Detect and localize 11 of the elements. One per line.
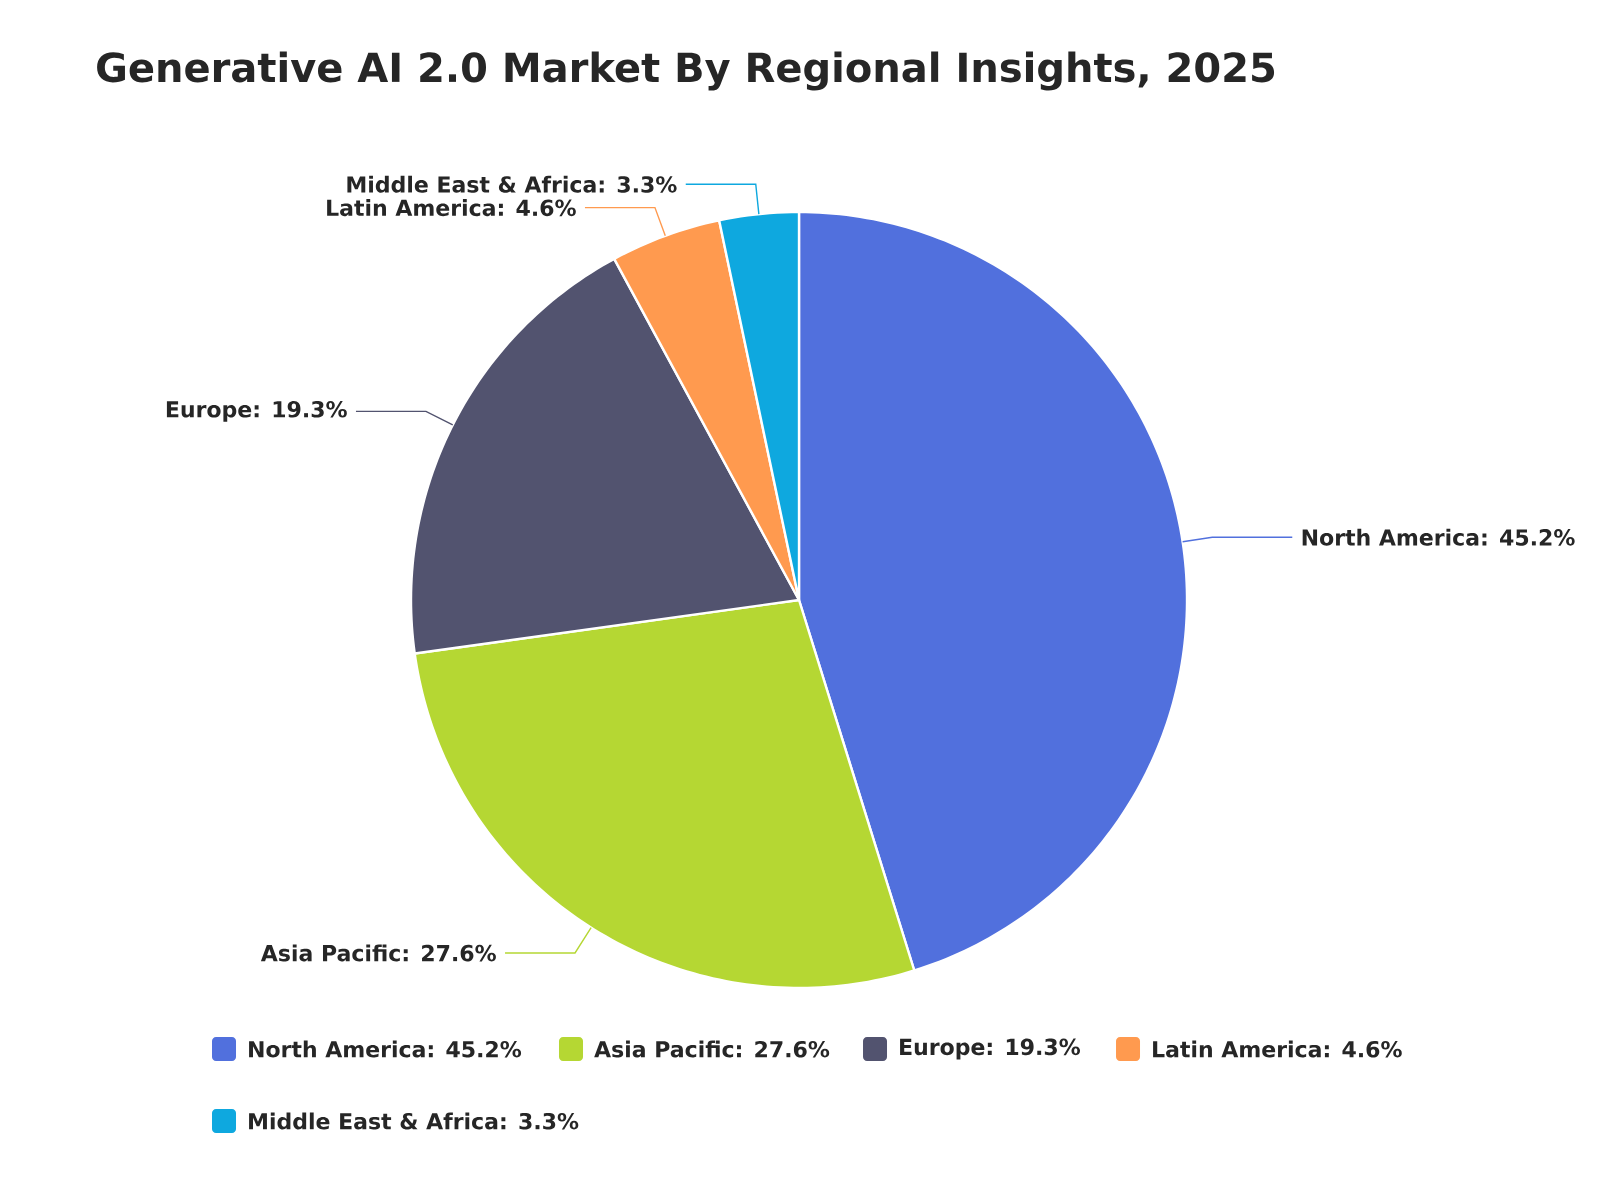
slice-label: Latin America: 4.6% [327,199,576,217]
chart-title: Generative AI 2.0 Market By Regional Insights, 2025 [97,51,1275,91]
legend-label: Asia Pacific: 27.6% [594,1040,830,1058]
legend-label: Middle East & Africa: 3.3% [249,1112,579,1130]
legend-label: Latin America: 4.6% [1153,1040,1402,1058]
slice-label: Middle East & Africa: 3.3% [347,175,677,193]
slice-label: Asia Pacific: 27.6% [260,944,496,962]
legend-label: North America: 45.2% [249,1040,522,1058]
legend-label: Europe: 19.3% [900,1038,1081,1060]
slice-label: North America: 45.2% [1302,528,1575,546]
slice-label: Europe: 19.3% [166,400,347,422]
